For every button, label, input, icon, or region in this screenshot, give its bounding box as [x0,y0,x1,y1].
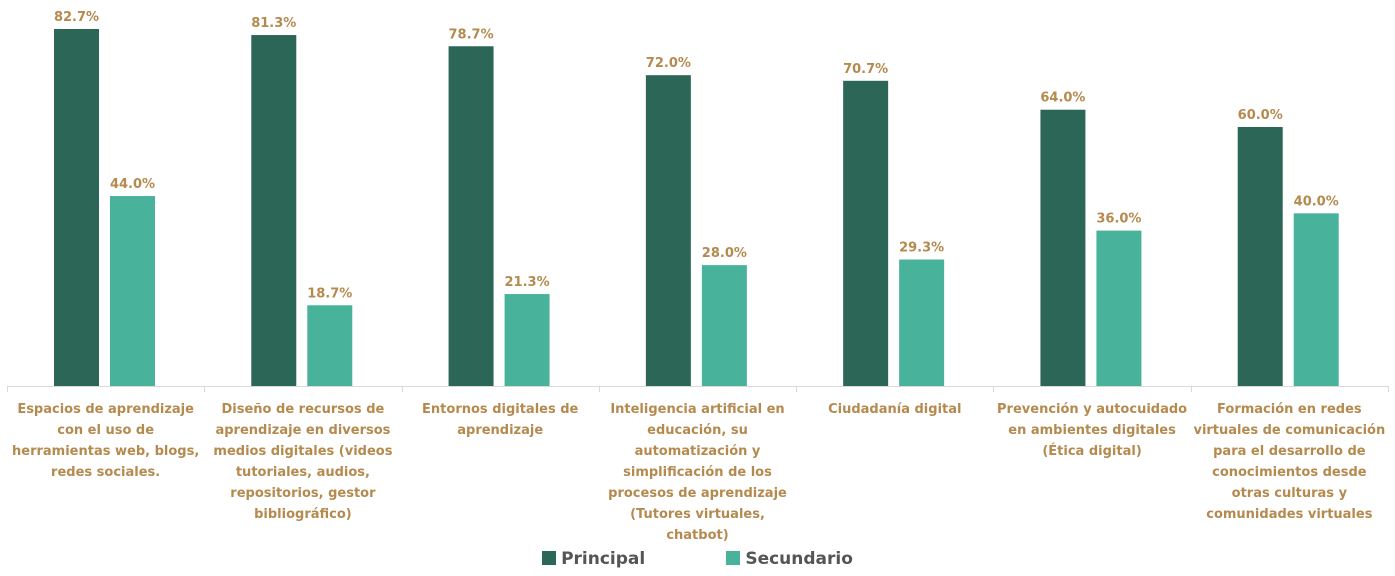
bar-secundario [701,265,747,386]
data-label: 64.0% [1040,91,1085,106]
legend-swatch-principal [542,551,557,565]
bar-secundario [899,259,945,386]
data-label: 28.0% [702,246,747,261]
bar-principal [843,80,889,386]
legend-item-secundario: Secundario [726,549,853,569]
legend-swatch-secundario [726,551,741,565]
bar-secundario [307,305,353,386]
data-label: 70.7% [843,62,888,77]
legend-item-principal: Principal [542,549,645,569]
bar-principal [54,29,99,386]
data-label: 18.7% [307,286,352,301]
category-label: Espacios de aprendizaje con el uso de he… [12,402,200,480]
bar-secundario [1096,230,1142,386]
category-label: Ciudadanía digital [828,402,962,417]
data-label: 36.0% [1096,212,1141,227]
bar-principal [645,75,691,386]
data-label: 78.7% [449,27,494,42]
category-label: Diseño de recursos de aprendizaje en div… [213,402,393,522]
category-label: Inteligencia artificial en educación, su… [608,402,787,543]
legend-label-principal: Principal [561,549,646,569]
bar-secundario [504,294,550,386]
data-label: 81.3% [251,16,296,31]
bar-secundario [1293,213,1339,386]
bar-principal [1237,126,1283,386]
bar-principal [1040,109,1086,386]
data-label: 60.0% [1238,108,1283,123]
legend-label-secundario: Secundario [745,549,853,569]
legend: Principal Secundario [0,549,1395,569]
data-label: 44.0% [110,177,155,192]
data-label: 21.3% [505,275,550,290]
data-label: 29.3% [899,241,944,256]
data-label: 82.7% [54,10,99,25]
category-label: Prevención y autocuidado en ambientes di… [997,402,1188,459]
data-label: 40.0% [1294,194,1339,209]
bar-secundario [110,196,155,386]
category-label: Entornos digitales de aprendizaje [422,402,579,438]
bar-principal [448,46,494,386]
data-label: 72.0% [646,56,691,71]
category-label: Formación en redes virtuales de comunica… [1193,402,1386,522]
bar-principal [251,35,297,387]
